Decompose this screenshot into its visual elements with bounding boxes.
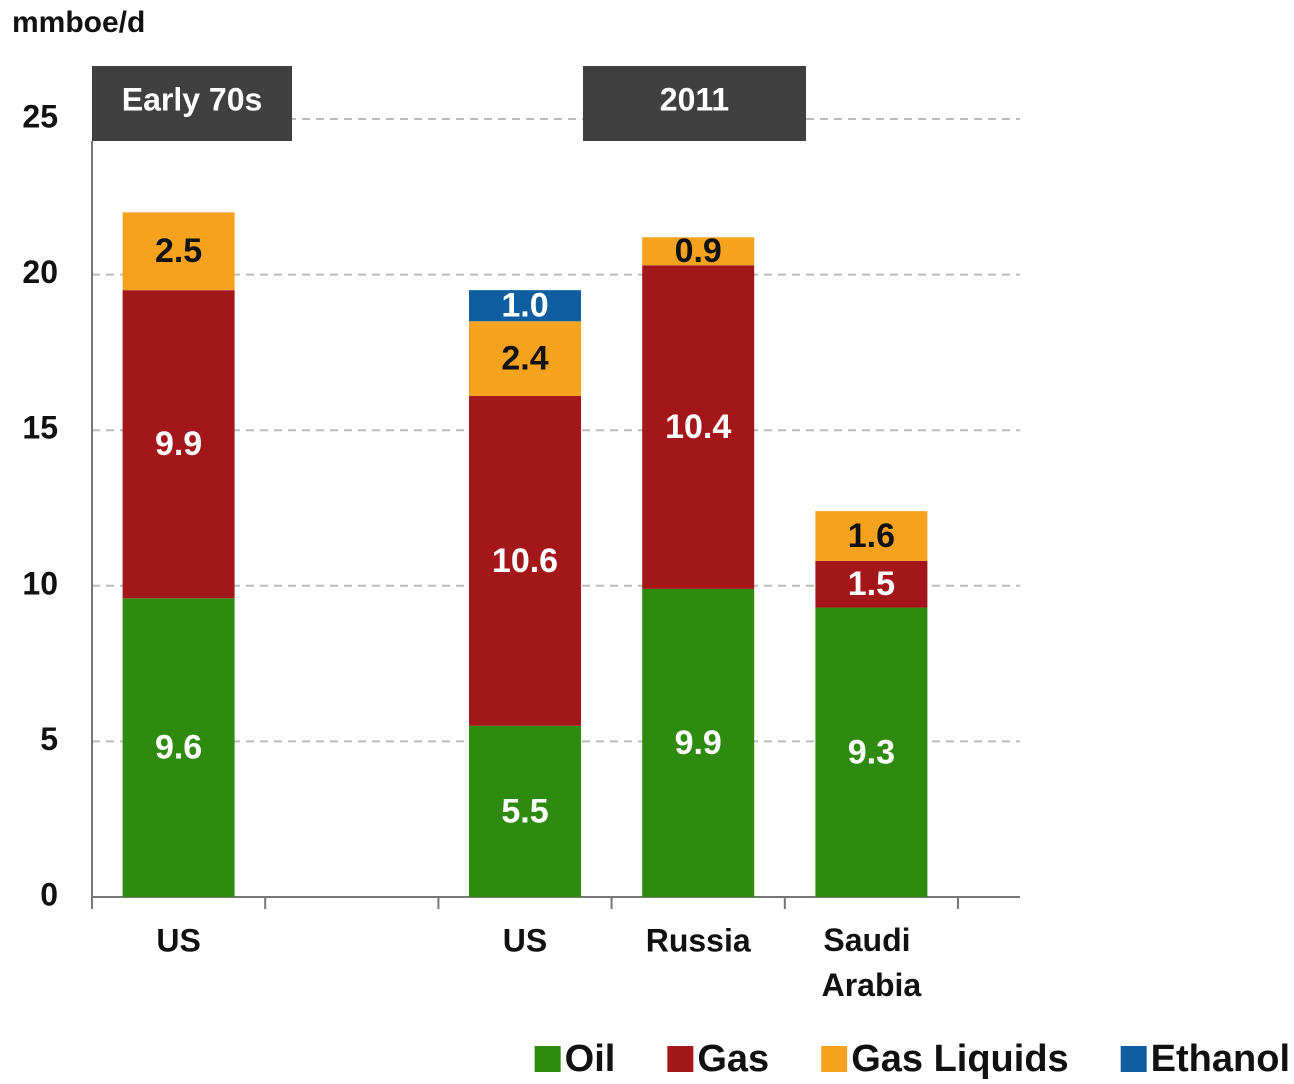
y-tick-label: 15 <box>22 410 58 446</box>
bar-segment <box>122 212 235 291</box>
annotation-box <box>92 66 292 141</box>
annotation: 2011 <box>660 81 729 117</box>
x-tick-label: Russia <box>646 922 751 958</box>
value-label: 2.5 <box>155 232 202 270</box>
value-label: 1.5 <box>848 565 895 603</box>
bar-segment <box>469 395 581 726</box>
y-tick-label: 10 <box>22 565 58 601</box>
value-label: 5.5 <box>501 792 548 830</box>
bar-segment <box>815 560 928 608</box>
y-tick-label: 0 <box>40 876 58 912</box>
y-tick-label: 25 <box>22 98 58 134</box>
legend-label: Ethanol <box>1151 1038 1290 1080</box>
value-label: 9.9 <box>675 724 722 762</box>
legend-label: Gas Liquids <box>851 1038 1068 1080</box>
legend-label: Gas <box>697 1038 769 1080</box>
bar-segment <box>642 237 755 266</box>
bar-segment <box>642 265 755 589</box>
y-axis-label: mmboe/d <box>12 6 145 39</box>
x-tick-label: Saudi Arabia <box>822 922 922 1003</box>
y-tick-label: 20 <box>22 254 58 290</box>
x-tick-label: US <box>156 922 200 958</box>
annotation: Early 70s <box>122 81 263 117</box>
legend-swatch <box>1120 1046 1147 1072</box>
bar-segment <box>815 511 928 561</box>
value-label: 10.6 <box>492 542 558 580</box>
bar-segment <box>122 598 235 897</box>
value-label: 9.3 <box>848 733 895 771</box>
value-label: 9.6 <box>155 729 202 767</box>
value-label: 2.4 <box>501 340 548 378</box>
bar-segment <box>642 588 755 897</box>
value-label: 9.9 <box>155 425 202 463</box>
bar-segment <box>469 290 581 322</box>
bar-segment <box>815 607 928 897</box>
legend-label: Oil <box>565 1038 616 1080</box>
bar-segment <box>469 321 581 396</box>
legend-swatch <box>534 1046 561 1072</box>
x-tick-label: US <box>503 922 547 958</box>
value-label: 0.9 <box>675 232 722 270</box>
value-label: 1.0 <box>501 287 548 325</box>
value-label: 1.6 <box>848 517 895 555</box>
annotation-box <box>583 66 806 141</box>
y-tick-label: 5 <box>40 721 58 757</box>
legend-swatch <box>667 1046 694 1072</box>
legend: Oil Gas Gas Liquids Ethanol <box>534 1038 1290 1080</box>
bar-segment <box>469 725 581 897</box>
bar-segment <box>122 290 235 599</box>
value-label: 10.4 <box>665 408 731 446</box>
legend-swatch <box>821 1046 848 1072</box>
